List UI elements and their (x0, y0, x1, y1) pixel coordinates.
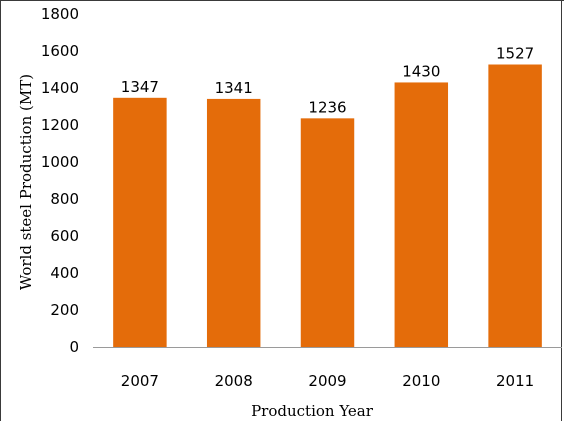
data-label: 1347 (121, 78, 159, 96)
labels-layer: 1347 1341 1236 1430 1527 (121, 45, 534, 117)
y-tick-label: 1400 (41, 79, 79, 97)
bar (394, 82, 449, 347)
bars-layer (113, 64, 542, 348)
data-label: 1236 (308, 98, 346, 116)
y-tick-label: 1000 (41, 153, 79, 171)
y-tick-label: 800 (50, 190, 79, 208)
bar (300, 118, 355, 347)
y-tick-label: 600 (50, 227, 79, 245)
x-tick-label: 2008 (215, 372, 253, 390)
y-axis-ticks: 0 200 400 600 800 1000 1200 1400 1600 1800 (41, 5, 79, 356)
data-label: 1527 (496, 45, 534, 63)
data-label: 1341 (215, 79, 253, 97)
y-tick-label: 1200 (41, 116, 79, 134)
x-tick-label: 2007 (121, 372, 159, 390)
bar (488, 64, 542, 347)
x-tick-label: 2011 (496, 372, 534, 390)
y-tick-label: 1800 (41, 5, 79, 23)
data-label: 1430 (402, 62, 440, 80)
x-tick-label: 2010 (402, 372, 440, 390)
y-tick-label: 200 (50, 301, 79, 319)
x-axis-title: Production Year (251, 402, 374, 420)
y-tick-label: 0 (69, 338, 79, 356)
x-tick-label: 2009 (308, 372, 346, 390)
bar (206, 98, 261, 347)
y-tick-label: 400 (50, 264, 79, 282)
y-axis-title: World steel Production (MT) (17, 74, 35, 290)
bar (113, 97, 167, 348)
x-axis-ticks: 2007 2008 2009 2010 2011 (121, 372, 534, 390)
y-tick-label: 1600 (41, 42, 79, 60)
